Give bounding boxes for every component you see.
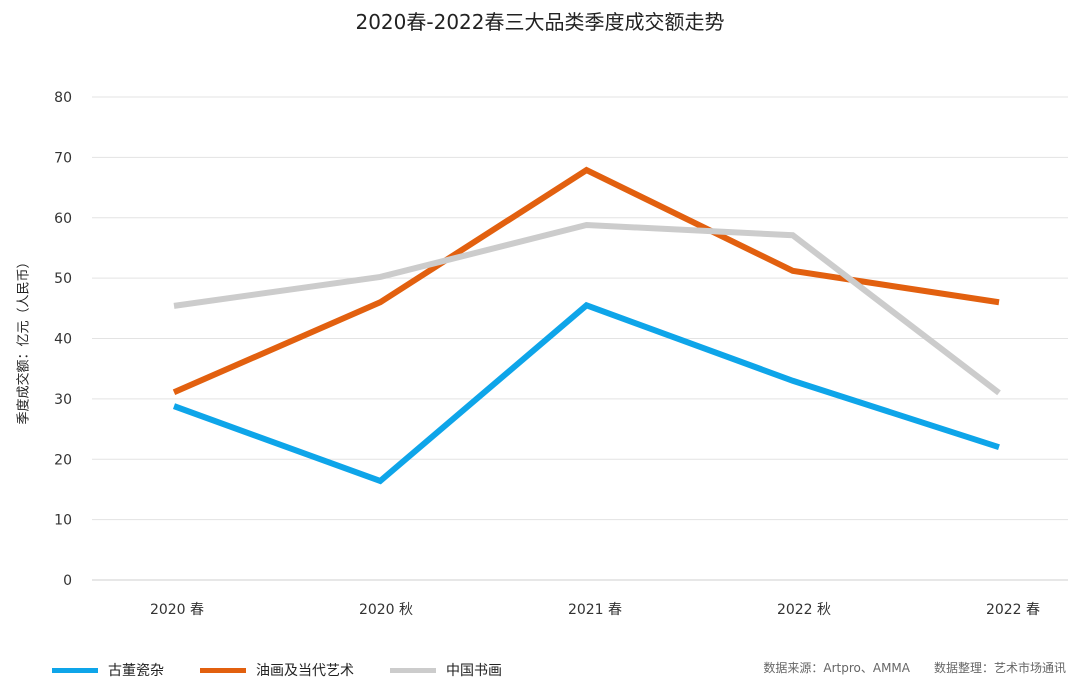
legend-swatch [390, 667, 436, 673]
legend-item: 古董瓷杂 [52, 660, 164, 680]
x-tick-label: 2022 秋 [777, 602, 831, 618]
x-tick-label: 2020 春 [150, 602, 204, 618]
y-tick-label: 40 [54, 332, 72, 348]
source-note: 数据来源：Artpro、AMMA 数据整理：艺术市场通讯 [763, 661, 1066, 675]
series-line-1 [172, 166, 1000, 395]
y-tick-label: 20 [54, 452, 72, 468]
y-tick-label: 60 [54, 211, 72, 227]
legend-label: 中国书画 [446, 663, 502, 679]
legend-swatch [200, 667, 246, 673]
x-tick-label: 2020 秋 [359, 602, 413, 618]
series-line-2 [173, 221, 1001, 396]
x-tick-label: 2022 春 [986, 602, 1040, 618]
y-tick-label: 50 [54, 271, 72, 287]
y-tick-label: 30 [54, 392, 72, 408]
legend-label: 古董瓷杂 [108, 663, 164, 679]
y-tick-label: 10 [54, 513, 72, 529]
legend-item: 中国书画 [390, 660, 502, 680]
series-line-0 [172, 301, 1000, 485]
legend-item: 油画及当代艺术 [200, 660, 354, 680]
x-tick-label: 2021 春 [568, 602, 622, 618]
y-tick-label: 0 [63, 573, 72, 589]
legend-swatch [52, 667, 98, 673]
legend-label: 油画及当代艺术 [256, 663, 354, 679]
y-tick-label: 80 [54, 90, 72, 106]
y-tick-label: 70 [54, 150, 72, 166]
chart-title: 2020春-2022春三大品类季度成交额走势 [355, 10, 725, 34]
